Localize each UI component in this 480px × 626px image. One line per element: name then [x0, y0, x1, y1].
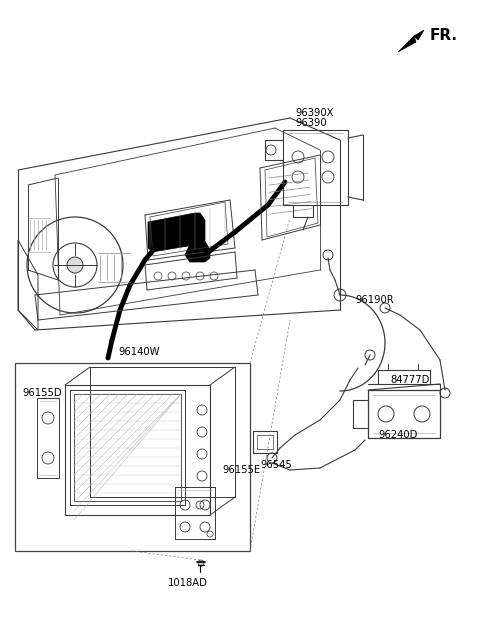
Text: 96155D: 96155D [22, 388, 61, 398]
Text: 96390: 96390 [295, 118, 326, 128]
Text: 96155E: 96155E [222, 465, 260, 475]
Circle shape [67, 257, 83, 273]
Text: 96190R: 96190R [355, 295, 394, 305]
Circle shape [198, 560, 204, 566]
Text: FR.: FR. [430, 28, 458, 43]
Polygon shape [398, 30, 424, 52]
Polygon shape [185, 241, 210, 262]
Bar [257, 435, 273, 449]
Text: 84777D: 84777D [390, 375, 430, 385]
Text: 96240D: 96240D [378, 430, 418, 440]
Text: 96545: 96545 [260, 460, 292, 470]
Bar [253, 431, 277, 453]
Bar [15, 363, 250, 551]
Text: 96390X: 96390X [295, 108, 334, 118]
Polygon shape [148, 213, 205, 252]
Text: 96140W: 96140W [118, 347, 159, 357]
Text: 1018AD: 1018AD [168, 578, 208, 588]
